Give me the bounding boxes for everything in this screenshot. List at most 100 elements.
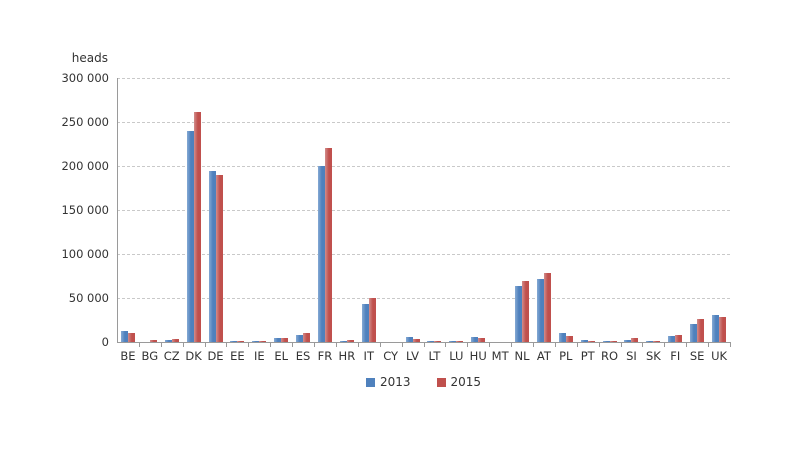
x-axis-tick (335, 343, 337, 347)
bar-2013-FR (317, 166, 325, 342)
x-category-label-FI: FI (670, 349, 681, 363)
legend-item-2013: 2013 (365, 375, 411, 389)
x-axis-tick (642, 343, 644, 347)
x-axis-tick (511, 343, 513, 347)
x-category-label-RO: RO (601, 349, 619, 363)
bar-2015-EE (237, 340, 245, 342)
x-category-label-IE: IE (253, 349, 265, 363)
y-tick-label-0: 0 (101, 335, 109, 349)
x-axis-tick (532, 343, 534, 347)
gridline-50000 (117, 298, 730, 299)
x-axis-tick (314, 343, 316, 347)
bar-2013-SK (646, 340, 654, 342)
bar-2013-AT (536, 279, 544, 342)
x-axis-tick (576, 343, 578, 347)
bar-2013-SI (624, 339, 632, 342)
bar-2015-CZ (171, 339, 179, 342)
bar-2015-LV (412, 338, 420, 342)
bar-2013-DK (186, 130, 194, 342)
x-axis-tick (730, 343, 731, 347)
gridline-300000 (117, 78, 730, 79)
x-category-label-IT: IT (363, 349, 374, 363)
y-axis-unit-label: heads (71, 51, 108, 65)
bar-2013-HR (339, 341, 347, 342)
bar-2013-PT (580, 339, 588, 342)
gridline-250000 (117, 122, 730, 123)
x-axis-tick (401, 343, 403, 347)
bar-2015-NL (522, 281, 530, 342)
x-axis-tick (379, 343, 381, 347)
x-category-label-DK: DK (185, 349, 202, 363)
bar-2015-HU (478, 337, 486, 342)
y-tick-label-50000: 50 000 (68, 291, 109, 305)
bar-2013-FI (668, 336, 676, 342)
legend-label-2015: 2015 (450, 375, 482, 389)
x-category-label-LU: LU (449, 349, 464, 363)
x-category-label-MT: MT (491, 349, 509, 363)
bar-2015-DK (193, 112, 201, 342)
x-category-label-EE: EE (230, 349, 245, 363)
x-category-label-SK: SK (645, 349, 661, 363)
bar-2013-PL (558, 333, 566, 342)
x-category-label-CY: CY (383, 349, 399, 363)
bar-2013-HU (471, 336, 479, 342)
x-category-label-PT: PT (580, 349, 595, 363)
bar-2015-FR (324, 148, 332, 342)
x-axis-tick (160, 343, 162, 347)
bar-2015-RO (609, 340, 617, 342)
x-category-label-FR: FR (317, 349, 333, 363)
x-category-label-LT: LT (428, 349, 441, 363)
y-tick-label-100000: 100 000 (61, 247, 109, 261)
bar-2015-ES (303, 333, 311, 342)
x-axis-tick (467, 343, 469, 347)
bar-2013-LV (405, 337, 413, 342)
x-axis-tick (445, 343, 447, 347)
bar-2013-EE (230, 340, 238, 342)
bar-2015-EL (281, 338, 289, 342)
x-category-label-AT: AT (536, 349, 551, 363)
x-category-label-SI: SI (626, 349, 637, 363)
bar-2013-SE (690, 324, 698, 342)
x-category-label-LV: LV (406, 349, 420, 363)
bar-2015-FI (675, 335, 683, 342)
y-tick-label-250000: 250 000 (61, 115, 109, 129)
bar-2015-SI (631, 338, 639, 342)
bar-2013-DE (208, 171, 216, 342)
x-axis-tick (248, 343, 250, 347)
bar-2015-SE (697, 318, 705, 342)
bar-2013-BE (120, 331, 128, 342)
bar-2015-PT (587, 340, 595, 342)
x-axis-tick (138, 343, 140, 347)
x-category-label-HU: HU (469, 349, 487, 363)
bar-2013-IE (252, 340, 260, 342)
bar-2013-LT (427, 340, 435, 342)
x-axis-tick (686, 343, 688, 347)
bar-2015-UK (719, 317, 727, 342)
y-tick-label-150000: 150 000 (61, 203, 109, 217)
gridline-100000 (117, 254, 730, 255)
x-category-label-CZ: CZ (163, 349, 180, 363)
bar-2015-BE (127, 332, 135, 342)
bar-2013-RO (602, 341, 610, 342)
x-axis-tick (270, 343, 272, 347)
legend-swatch-2013-icon (365, 377, 375, 387)
x-category-label-ES: ES (295, 349, 311, 363)
bar-2015-LT (434, 340, 442, 342)
bar-2013-NL (515, 285, 523, 342)
x-category-label-NL: NL (514, 349, 530, 363)
x-axis-tick (620, 343, 622, 347)
y-axis-line (117, 78, 118, 342)
y-tick-label-200000: 200 000 (61, 159, 109, 173)
bar-2013-ES (296, 335, 304, 342)
legend-item-2015: 2015 (436, 375, 482, 389)
legend-swatch-2015-icon (436, 377, 446, 387)
x-category-label-EL: EL (274, 349, 289, 363)
x-category-label-BE: BE (120, 349, 136, 363)
bar-2015-IE (259, 340, 267, 342)
bar-2013-CZ (164, 339, 172, 342)
bar-2013-LU (449, 341, 457, 342)
x-category-label-PL: PL (559, 349, 573, 363)
bar-2015-PL (565, 336, 573, 342)
x-axis-tick (423, 343, 425, 347)
